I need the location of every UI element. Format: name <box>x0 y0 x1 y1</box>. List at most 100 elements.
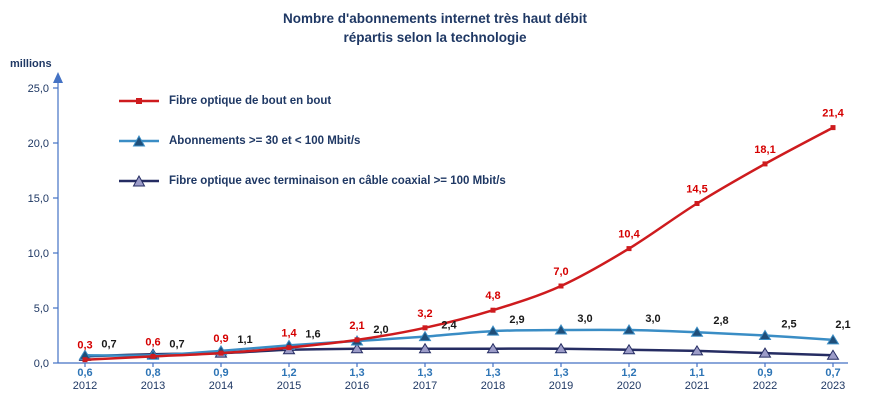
series-2-data-label: 1,1 <box>689 367 704 379</box>
series-1-data-label: 2,0 <box>373 324 388 336</box>
series-0-data-label: 3,2 <box>417 308 432 320</box>
series-2-data-label: 0,7 <box>825 367 840 379</box>
x-tick-label: 2021 <box>685 380 709 392</box>
series-0-point <box>354 337 360 343</box>
y-tick-label: 15,0 <box>28 193 49 205</box>
series-0-data-label: 2,1 <box>349 320 364 332</box>
legend-item-2: Fibre optique avec terminaison en câble … <box>118 174 506 188</box>
series-1-point <box>486 325 500 336</box>
series-2-data-label: 0,9 <box>213 367 228 379</box>
series-line-0 <box>84 126 834 361</box>
x-tick-label: 2016 <box>345 380 369 392</box>
x-tick-label: 2013 <box>141 380 165 392</box>
series-2-point <box>826 349 840 360</box>
legend-line-marker-icon <box>119 174 159 187</box>
series-1-data-label: 2,4 <box>441 320 457 332</box>
x-tick-label: 2018 <box>481 380 505 392</box>
series-1-data-label: 2,9 <box>509 314 524 326</box>
legend-label-0: Fibre optique de bout en bout <box>169 95 332 107</box>
series-0-point <box>218 350 224 356</box>
series-0-data-label: 14,5 <box>686 184 707 196</box>
series-2-data-label: 1,3 <box>553 367 568 379</box>
series-1-point <box>826 333 840 345</box>
series-0-data-label: 18,1 <box>754 144 775 156</box>
series-1-point <box>418 330 432 342</box>
series-line-1 <box>84 328 834 357</box>
series-0-point <box>490 307 496 313</box>
series-2-point <box>350 342 364 354</box>
series-2-point <box>418 342 432 354</box>
series-1-data-label: 0,7 <box>169 338 184 350</box>
series-0-point <box>558 283 564 289</box>
y-axis-arrow-icon <box>53 72 63 83</box>
series-0-data-label: 0,9 <box>213 333 228 345</box>
series-0-point <box>694 201 700 206</box>
y-tick-label: 5,0 <box>34 303 49 315</box>
series-2-data-label: 1,3 <box>349 367 364 379</box>
series-1-data-label: 2,5 <box>781 319 796 331</box>
series-1-data-label: 1,1 <box>237 334 252 346</box>
series-2-point <box>758 347 772 358</box>
series-2-point <box>554 342 568 354</box>
x-tick-label: 2020 <box>617 380 641 392</box>
y-tick-label: 0,0 <box>34 358 49 370</box>
x-tick-label: 2023 <box>821 380 845 392</box>
y-tick-label: 10,0 <box>28 248 49 260</box>
series-0-point <box>762 161 768 167</box>
series-1-data-label: 0,7 <box>101 338 116 350</box>
series-2-data-label: 1,2 <box>281 367 296 379</box>
series-2-data-label: 1,3 <box>417 367 432 379</box>
x-tick-label: 2019 <box>549 380 573 392</box>
series-2-data-label: 0,9 <box>757 367 772 379</box>
series-0-point <box>150 353 156 359</box>
series-2-point <box>622 343 636 355</box>
series-2-data-label: 1,3 <box>485 367 500 379</box>
legend-label-1: Abonnements >= 30 et < 100 Mbit/s <box>169 135 361 147</box>
series-0-point <box>422 325 428 331</box>
series-1-data-label: 3,0 <box>577 313 592 325</box>
x-tick-label: 2022 <box>753 380 777 392</box>
y-tick-label: 25,0 <box>28 83 49 95</box>
legend-item-0: Fibre optique de bout en bout <box>118 94 506 108</box>
series-2-point <box>690 344 704 356</box>
series-0-data-label: 7,0 <box>553 266 568 278</box>
series-0-data-label: 0,3 <box>77 340 92 352</box>
series-0-data-label: 0,6 <box>145 336 160 348</box>
series-1-point <box>690 326 704 337</box>
legend-label-2: Fibre optique avec terminaison en câble … <box>169 175 506 187</box>
series-0-data-label: 1,4 <box>281 328 297 340</box>
series-0-point <box>830 125 836 131</box>
series-0-point <box>82 357 88 363</box>
chart-title: Nombre d'abonnements internet très haut … <box>0 9 870 47</box>
series-2-data-label: 1,2 <box>621 367 636 379</box>
y-tick-label: 20,0 <box>28 138 49 150</box>
series-0-data-label: 4,8 <box>485 290 500 302</box>
x-tick-label: 2012 <box>73 380 97 392</box>
series-0-data-label: 21,4 <box>822 108 844 120</box>
x-tick-label: 2015 <box>277 380 301 392</box>
chart-legend: Fibre optique de bout en bout Abonnements… <box>118 94 506 188</box>
series-1-data-label: 2,1 <box>835 319 850 331</box>
series-2-data-label: 0,8 <box>145 367 160 379</box>
series-1-point <box>622 324 636 335</box>
series-1-data-label: 1,6 <box>305 328 320 340</box>
series-1-data-label: 2,8 <box>713 315 728 327</box>
series-1-point <box>554 324 568 335</box>
legend-line-marker-icon <box>119 134 159 147</box>
x-tick-label: 2017 <box>413 380 437 392</box>
chart-title-line1: Nombre d'abonnements internet très haut … <box>283 11 587 26</box>
legend-item-1: Abonnements >= 30 et < 100 Mbit/s <box>118 134 506 148</box>
series-0-data-label: 10,4 <box>618 229 640 241</box>
series-2-point <box>486 342 500 354</box>
series-2-data-label: 0,6 <box>77 367 92 379</box>
series-1-point <box>758 329 772 340</box>
series-0-point <box>286 345 292 351</box>
legend-line-marker-icon <box>119 98 159 104</box>
chart-title-line2: répartis selon la technologie <box>343 30 527 45</box>
x-tick-label: 2014 <box>209 380 233 392</box>
series-0-point <box>626 246 632 252</box>
series-1-data-label: 3,0 <box>645 313 660 325</box>
y-axis-unit-label: millions <box>10 58 52 70</box>
